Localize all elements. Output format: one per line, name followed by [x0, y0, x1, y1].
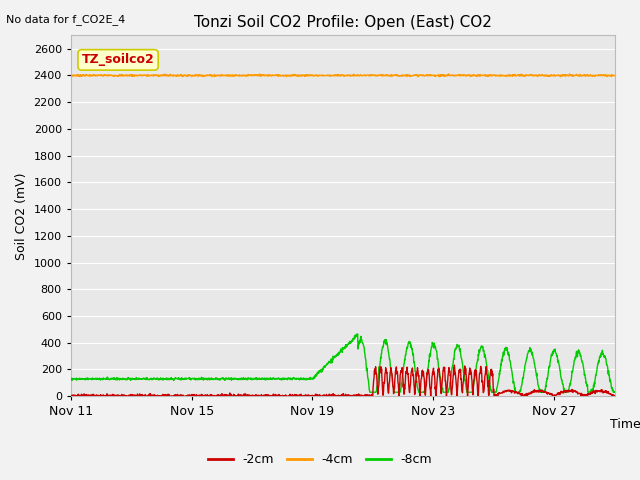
Text: TZ_soilco2: TZ_soilco2 [82, 53, 154, 66]
Legend: -2cm, -4cm, -8cm: -2cm, -4cm, -8cm [203, 448, 437, 471]
Text: No data for f_CO2E_4: No data for f_CO2E_4 [6, 14, 125, 25]
Y-axis label: Soil CO2 (mV): Soil CO2 (mV) [15, 172, 28, 260]
X-axis label: Time: Time [610, 418, 640, 431]
Title: Tonzi Soil CO2 Profile: Open (East) CO2: Tonzi Soil CO2 Profile: Open (East) CO2 [194, 15, 492, 30]
